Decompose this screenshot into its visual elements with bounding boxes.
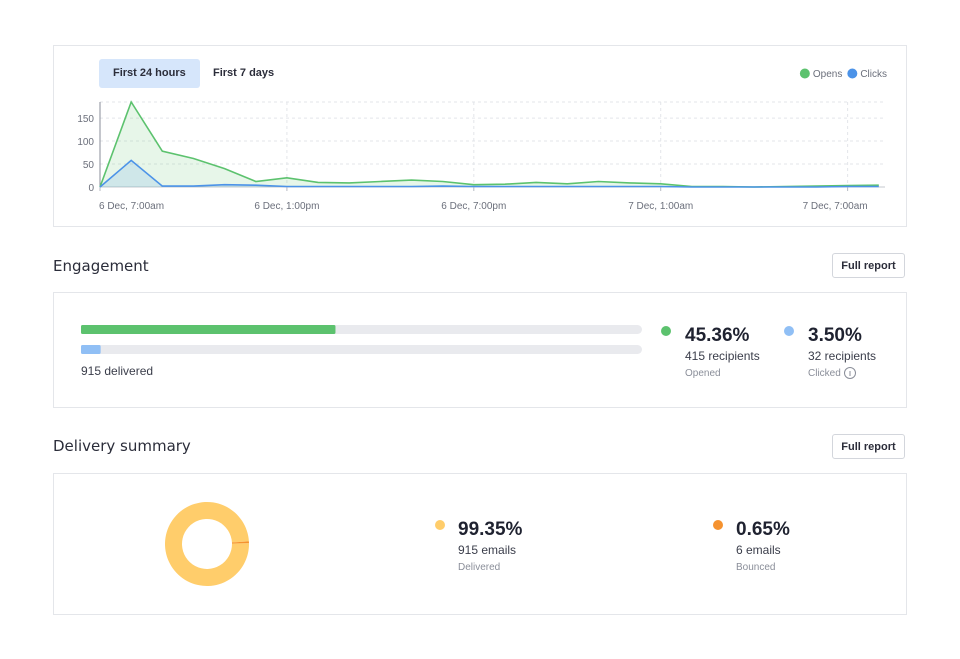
stat-count: 415 recipients — [685, 349, 760, 363]
stat-count: 6 emails — [736, 543, 781, 557]
delivery-panel: 99.35% 915 emails Delivered 0.65% 6 emails Bo… — [164, 502, 790, 587]
stat-percent: 99.35% — [458, 519, 523, 540]
stat-percent: 0.65% — [736, 519, 790, 540]
delivered-count: 915 delivered — [81, 364, 153, 378]
x-tick-label: 6 Dec, 1:00pm — [254, 201, 319, 212]
chart-card: First 24 hours First 7 days 0 50 100 150 6 D… — [53, 45, 907, 227]
full-report-button[interactable]: Full report — [832, 253, 905, 278]
legend-swatch — [847, 68, 858, 79]
stat-count: 915 emails — [458, 543, 516, 557]
legend-label: Clicks — [860, 69, 887, 80]
x-tick-label: 7 Dec, 7:00am — [803, 201, 868, 212]
series-line — [99, 159, 879, 188]
bar — [81, 345, 101, 354]
info-icon[interactable] — [844, 367, 856, 379]
stat-dot — [713, 520, 723, 530]
stat-dot — [661, 326, 671, 336]
y-tick-label: 100 — [77, 137, 94, 148]
engagement-panel: 915 delivered 45.36% 415 recipients Opened… — [81, 325, 876, 379]
x-tick-label: 6 Dec, 7:00am — [99, 201, 164, 212]
stat-count: 32 recipients — [808, 349, 876, 363]
delivery-card: 99.35% 915 emails Delivered 0.65% 6 emails Bo… — [53, 473, 907, 615]
stat-dot — [784, 326, 794, 336]
tab[interactable]: First 24 hours — [99, 59, 200, 88]
legend-swatch — [799, 68, 810, 79]
stat-name: Bounced — [736, 562, 775, 573]
engagement-card: 915 delivered 45.36% 415 recipients Opened… — [53, 292, 907, 408]
section-title: Engagement — [53, 257, 149, 275]
stat-name: Delivered — [458, 562, 500, 573]
bar — [81, 325, 336, 334]
area-fill — [100, 102, 879, 187]
stat-dot — [435, 520, 445, 530]
x-tick-label: 6 Dec, 7:00pm — [441, 201, 506, 212]
y-tick-label: 150 — [77, 114, 94, 125]
stat-percent: 3.50% — [808, 325, 862, 346]
stat-name: Clicked — [808, 368, 841, 379]
y-tick-label: 0 — [88, 183, 94, 194]
full-report-button[interactable]: Full report — [832, 434, 905, 459]
bar-track — [81, 345, 642, 354]
donut-slice — [231, 541, 249, 544]
chart: 0 50 100 150 6 Dec, 7:00am 6 Dec, 1:00pm 6 Dec… — [77, 68, 887, 212]
section-title: Delivery summary — [53, 437, 191, 455]
stat-percent: 45.36% — [685, 325, 750, 346]
y-tick-label: 50 — [83, 160, 95, 171]
donut-slice — [164, 502, 249, 587]
tab[interactable]: First 7 days — [213, 67, 275, 79]
stat-name: Opened — [685, 368, 721, 379]
x-tick-label: 7 Dec, 1:00am — [628, 201, 693, 212]
legend-label: Opens — [813, 69, 842, 80]
